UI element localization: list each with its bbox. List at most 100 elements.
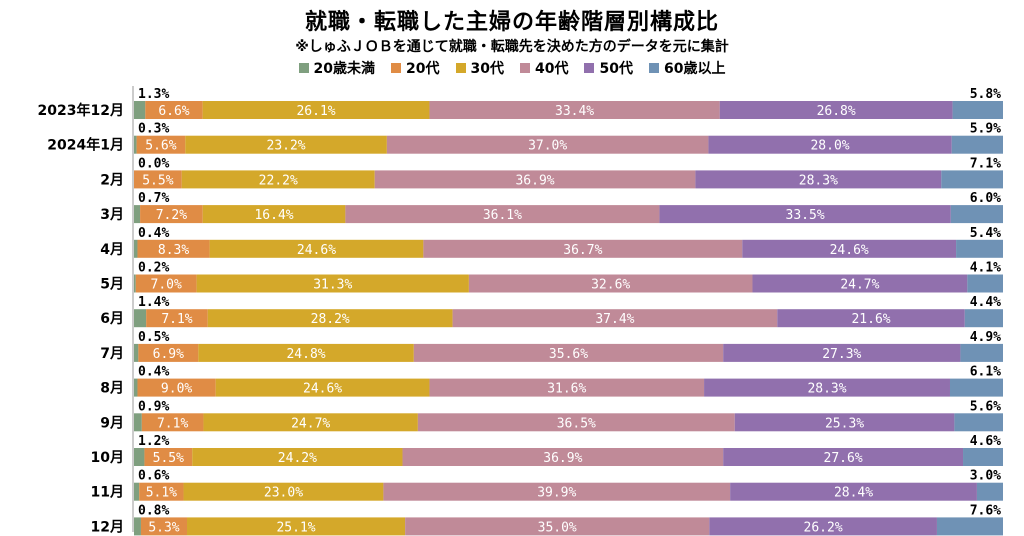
- bar-segment: [709, 517, 937, 536]
- bar-segment: [402, 448, 724, 466]
- legend-label: 20代: [406, 61, 440, 77]
- category-label: 4月: [100, 242, 124, 258]
- data-label: 0.5%: [138, 330, 169, 345]
- bar-segment: [134, 343, 139, 362]
- bar-segment: [134, 135, 137, 154]
- data-label: 24.6%: [303, 382, 342, 397]
- category-label: 3月: [100, 207, 124, 223]
- legend-label: 30代: [470, 61, 504, 77]
- data-label: 28.2%: [311, 312, 350, 327]
- data-label: 28.0%: [810, 139, 849, 154]
- bar-segment: [936, 517, 1003, 536]
- data-label: 6.6%: [158, 104, 189, 119]
- bar-segment: [949, 378, 1003, 397]
- data-label: 26.2%: [804, 520, 843, 535]
- data-label: 4.6%: [970, 434, 1001, 449]
- data-label: 7.1%: [157, 416, 188, 431]
- bar-segment: [202, 101, 430, 119]
- bar-segment: [134, 413, 142, 432]
- bar-segment: [134, 205, 141, 224]
- data-label: 33.4%: [555, 104, 594, 119]
- legend-item: 50代: [584, 58, 633, 78]
- legend-item: 20代: [391, 58, 440, 78]
- category-label: 11月: [91, 485, 124, 501]
- bar-segment: [134, 378, 138, 397]
- legend-label: 60歳以上: [663, 61, 726, 77]
- data-label: 7.6%: [970, 503, 1001, 518]
- bar-segment: [752, 274, 968, 293]
- bar-segment: [202, 205, 346, 224]
- legend-swatch: [584, 63, 595, 73]
- bar-segment: [134, 517, 141, 536]
- chart-title: 就職・転職した主婦の年齢階層別構成比: [304, 10, 719, 35]
- bar-segment: [719, 101, 953, 119]
- data-label: 28.3%: [807, 382, 846, 397]
- bar-segment: [140, 517, 188, 536]
- bar-segment: [964, 309, 1003, 328]
- legend-label: 40代: [535, 61, 569, 77]
- data-label: 0.9%: [138, 399, 169, 414]
- data-label: 4.1%: [970, 261, 1001, 276]
- category-label: 2024年1月: [47, 137, 124, 154]
- bar-segment: [429, 101, 720, 119]
- category-label: 9月: [100, 415, 124, 431]
- legend-swatch: [298, 63, 309, 73]
- legend-item: 30代: [455, 58, 504, 78]
- data-label: 24.6%: [297, 243, 336, 258]
- category-label: 12月: [91, 519, 124, 535]
- data-label: 7.2%: [156, 208, 187, 223]
- data-label: 24.2%: [278, 451, 317, 466]
- bar-segment: [967, 274, 1003, 293]
- data-label: 36.7%: [563, 243, 602, 258]
- bar-segment: [209, 239, 424, 258]
- bar-segment: [950, 205, 1003, 224]
- data-label: 36.5%: [557, 416, 596, 431]
- bar-segment: [215, 378, 430, 397]
- legend-label: 20歳未満: [313, 61, 376, 77]
- bar-segment: [405, 517, 710, 536]
- bar-segment: [960, 343, 1003, 362]
- data-label: 5.6%: [970, 399, 1001, 414]
- data-label: 8.3%: [158, 243, 189, 258]
- legend-label: 50代: [599, 61, 633, 77]
- category-label: 6月: [100, 311, 124, 327]
- data-label: 25.1%: [276, 520, 315, 535]
- data-label: 4.9%: [970, 330, 1001, 345]
- data-label: 26.8%: [817, 104, 856, 119]
- data-label: 0.4%: [138, 365, 169, 380]
- bar-segment: [185, 135, 387, 154]
- bar-segment: [723, 448, 964, 466]
- bar-segment: [951, 135, 1003, 154]
- data-label: 27.3%: [822, 347, 861, 362]
- bar-segment: [135, 274, 197, 293]
- bar-segment: [187, 517, 406, 536]
- bar-segment: [141, 413, 204, 432]
- legend-swatch: [520, 63, 530, 73]
- data-label: 27.6%: [824, 451, 863, 466]
- data-label: 7.1%: [970, 156, 1001, 171]
- bar-segment: [345, 205, 660, 224]
- bar-segment: [730, 482, 977, 501]
- data-label: 7.1%: [161, 312, 192, 327]
- data-label: 5.4%: [970, 226, 1001, 241]
- data-label: 0.6%: [138, 469, 169, 484]
- data-label: 1.2%: [138, 434, 169, 449]
- data-label: 5.6%: [145, 139, 176, 154]
- bar-segment: [140, 205, 203, 224]
- bar-segment: [452, 309, 778, 328]
- data-label: 37.4%: [595, 312, 634, 327]
- bar-segment: [704, 378, 950, 397]
- data-label: 31.6%: [547, 382, 586, 397]
- chart-subtitle: ※しゅふＪＯＢを通じて就職・転職先を決めた方のデータを元に集計: [295, 39, 729, 55]
- bar-segment: [203, 413, 418, 432]
- bar-segment: [136, 135, 186, 154]
- legend-item: 40代: [520, 58, 568, 78]
- data-label: 0.3%: [138, 122, 169, 137]
- bar-segment: [196, 274, 469, 293]
- bar-segment: [695, 170, 942, 189]
- data-label: 36.1%: [483, 208, 522, 223]
- legend-swatch: [455, 63, 466, 73]
- bar-segment: [659, 205, 951, 224]
- data-label: 31.3%: [313, 278, 352, 293]
